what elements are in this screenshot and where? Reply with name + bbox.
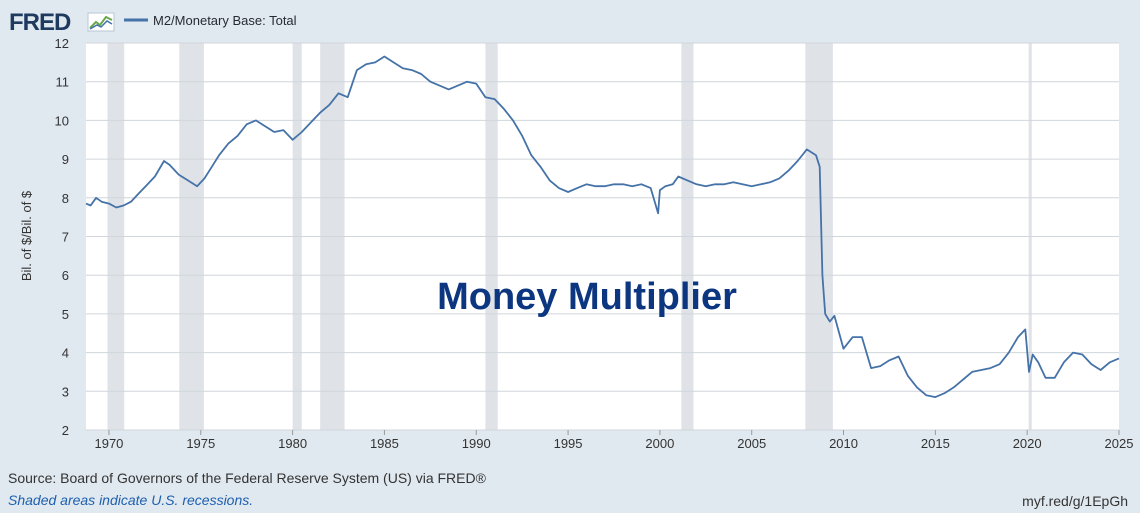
x-tick-label-1970: 1970: [94, 436, 123, 451]
x-tick-label-2025: 2025: [1105, 436, 1134, 451]
y-tick-label-9: 9: [62, 152, 69, 167]
x-tick-label-1995: 1995: [554, 436, 583, 451]
x-tick-label-2015: 2015: [921, 436, 950, 451]
series-line-m2-monetary-base: [85, 55, 1120, 398]
x-tick-label-1990: 1990: [462, 436, 491, 451]
recession-note: Shaded areas indicate U.S. recessions.: [8, 492, 254, 508]
y-tick-label-6: 6: [62, 268, 69, 283]
fred-logo[interactable]: FRED: [9, 9, 115, 36]
x-tick-label-2020: 2020: [1013, 436, 1042, 451]
legend: M2/Monetary Base: Total: [124, 13, 297, 28]
y-tick-label-11: 11: [56, 75, 70, 90]
y-axis-label: Bil. of $/Bil. of $: [19, 190, 34, 281]
legend-label: M2/Monetary Base: Total: [153, 13, 297, 28]
x-tick-label-1975: 1975: [186, 436, 215, 451]
short-link[interactable]: myf.red/g/1EpGh: [1022, 493, 1128, 509]
x-tick-label-2010: 2010: [829, 436, 858, 451]
y-tick-label-12: 12: [55, 36, 69, 51]
y-tick-label-5: 5: [62, 307, 69, 322]
x-tick-label-1985: 1985: [370, 436, 399, 451]
chart-annotation: Money Multiplier: [437, 276, 737, 318]
source-note: Source: Board of Governors of the Federa…: [8, 470, 486, 486]
x-tick-label-1980: 1980: [278, 436, 307, 451]
y-tick-label-3: 3: [62, 384, 69, 399]
logo-text: FRED: [9, 9, 71, 36]
y-tick-label-4: 4: [62, 346, 69, 361]
y-tick-label-10: 10: [55, 113, 69, 128]
x-axis-ticks: 1970 1975 1980 1985 1990 1995 2000 2005 2010 2015…: [94, 430, 1133, 451]
x-tick-label-2000: 2000: [645, 436, 674, 451]
grid-lines: [86, 42, 1119, 431]
y-tick-label-8: 8: [62, 191, 69, 206]
fred-chart-icon: [87, 12, 115, 32]
y-tick-label-2: 2: [62, 423, 69, 438]
x-tick-label-2005: 2005: [737, 436, 766, 451]
y-tick-label-7: 7: [62, 230, 69, 245]
y-axis-ticks: 2 3 4 5 6 7 8 9 10 11 12: [55, 36, 69, 438]
